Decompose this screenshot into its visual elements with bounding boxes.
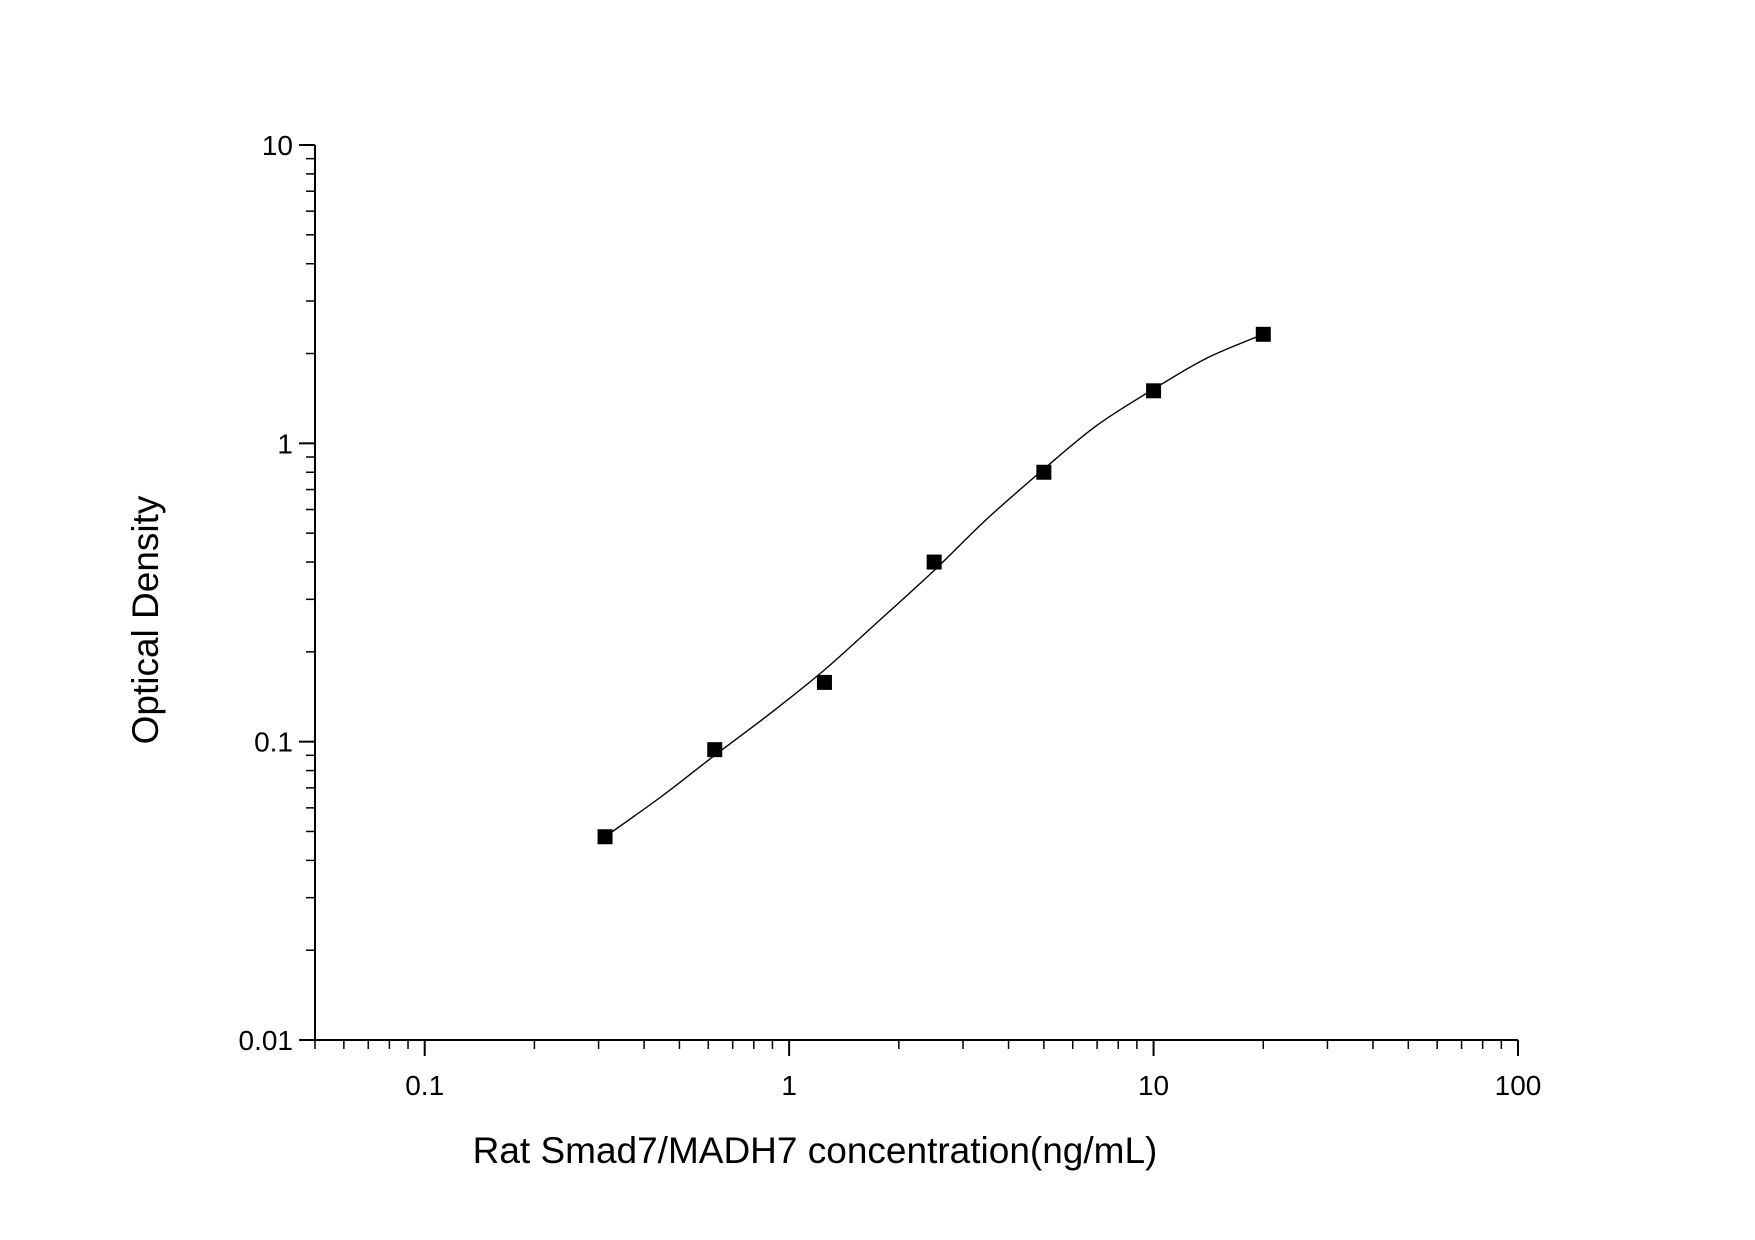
- y-axis-title: Optical Density: [125, 495, 166, 744]
- y-tick-label: 0.01: [239, 1025, 294, 1056]
- fit-curve-line: [604, 333, 1264, 838]
- x-axis-title: Rat Smad7/MADH7 concentration(ng/mL): [473, 1130, 1158, 1171]
- x-tick-label: 1: [781, 1070, 797, 1101]
- fit-curve-layer: [604, 333, 1264, 838]
- x-tick-label: 10: [1138, 1070, 1169, 1101]
- data-point: [707, 742, 723, 758]
- y-tick-label: 0.1: [254, 727, 293, 758]
- data-point: [816, 674, 832, 690]
- x-tick-label: 0.1: [405, 1070, 444, 1101]
- data-point: [1036, 464, 1052, 480]
- data-point: [926, 554, 942, 570]
- y-tick-label: 1: [277, 428, 293, 459]
- data-point: [597, 829, 613, 845]
- data-point: [1255, 326, 1271, 342]
- data-points-layer: [597, 326, 1271, 845]
- y-tick-label: 10: [262, 130, 293, 161]
- data-point: [1146, 383, 1162, 399]
- axes: 0.01 0.1 1 10 0.1 1 10 100: [239, 130, 1542, 1101]
- x-tick-label: 100: [1495, 1070, 1542, 1101]
